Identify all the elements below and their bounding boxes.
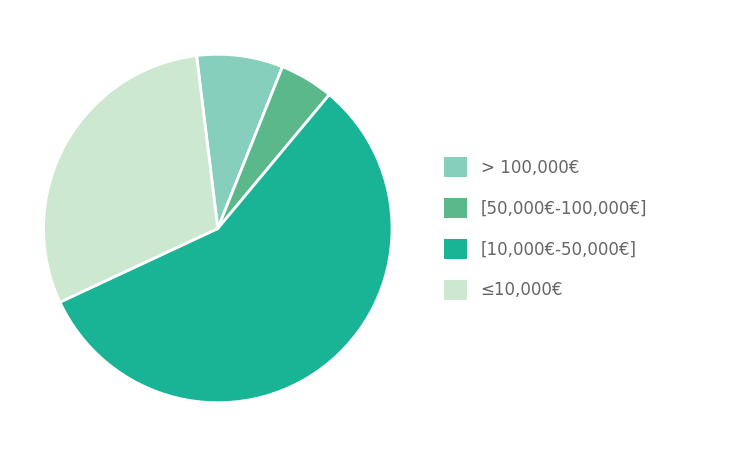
Wedge shape — [60, 95, 392, 403]
Wedge shape — [44, 56, 218, 302]
Wedge shape — [218, 67, 330, 228]
Wedge shape — [197, 54, 282, 228]
Legend: > 100,000€, [50,000€-100,000€], [10,000€-50,000€], ≤10,000€: > 100,000€, [50,000€-100,000€], [10,000€… — [444, 158, 647, 299]
